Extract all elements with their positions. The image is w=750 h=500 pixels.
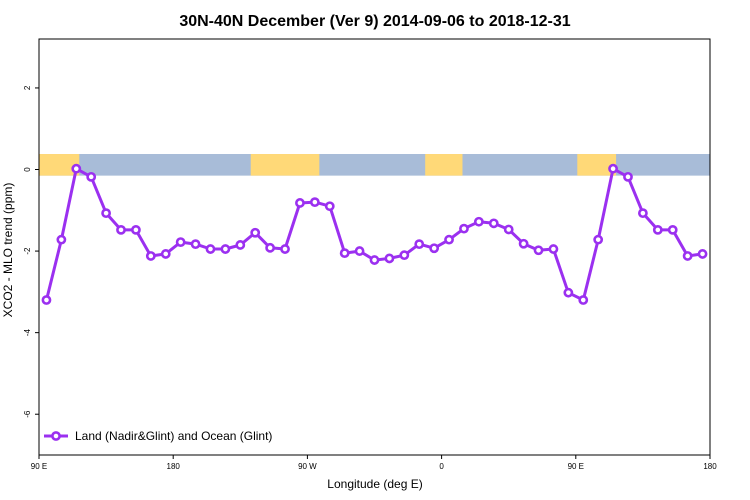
data-point bbox=[369, 255, 380, 265]
data-point bbox=[518, 238, 529, 249]
data-point bbox=[429, 243, 440, 254]
data-point bbox=[384, 253, 395, 264]
x-axis: 90 E 180 90 W 0 90 E 180 bbox=[31, 455, 717, 471]
data-point bbox=[533, 245, 544, 256]
x-tick-label: 90 E bbox=[31, 462, 47, 471]
data-point bbox=[459, 223, 469, 234]
data-point bbox=[697, 249, 708, 259]
map-strip-land-0 bbox=[39, 154, 80, 176]
data-point bbox=[56, 234, 67, 245]
data-point bbox=[309, 197, 320, 208]
y-tick-label: -2 bbox=[23, 247, 32, 255]
data-point bbox=[250, 227, 261, 238]
data-point bbox=[101, 208, 111, 219]
data-point bbox=[652, 224, 663, 235]
data-point bbox=[354, 246, 365, 256]
data-point bbox=[145, 251, 156, 261]
map-strip-land-3 bbox=[577, 154, 617, 176]
x-tick-label: 180 bbox=[703, 462, 717, 471]
data-point bbox=[324, 201, 335, 212]
data-point bbox=[280, 244, 290, 254]
y-tick-label: 0 bbox=[23, 167, 32, 172]
plot-frame bbox=[38, 38, 711, 456]
data-point bbox=[190, 239, 201, 250]
data-point bbox=[414, 239, 425, 250]
data-point bbox=[131, 224, 141, 235]
data-point bbox=[548, 244, 559, 254]
data-point bbox=[578, 295, 589, 305]
legend: Land (Nadir&Glint) and Ocean (Glint) bbox=[44, 429, 272, 443]
x-tick-label: 180 bbox=[167, 462, 181, 471]
data-point bbox=[488, 218, 499, 229]
chart-title: 30N-40N December (Ver 9) 2014-09-06 to 2… bbox=[179, 13, 570, 30]
legend-marker-swatch bbox=[51, 431, 61, 441]
data-point bbox=[116, 224, 126, 235]
data-point bbox=[205, 244, 216, 254]
x-tick-label: 90 W bbox=[298, 462, 317, 471]
data-point bbox=[295, 198, 305, 208]
legend-label: Land (Nadir&Glint) and Ocean (Glint) bbox=[75, 429, 272, 443]
data-point bbox=[623, 171, 633, 182]
series-layer bbox=[41, 163, 708, 305]
data-point bbox=[265, 242, 276, 253]
y-tick-label: -6 bbox=[23, 410, 32, 418]
data-point bbox=[563, 287, 574, 298]
x-axis-label: Longitude (deg E) bbox=[327, 477, 422, 491]
series-line-0 bbox=[45, 167, 703, 302]
data-point bbox=[638, 208, 648, 219]
data-point bbox=[220, 244, 231, 254]
y-tick-label: -4 bbox=[23, 329, 32, 337]
map-strip bbox=[39, 154, 710, 176]
y-axis: 2 0 -2 -4 -6 bbox=[23, 85, 39, 418]
data-point bbox=[667, 224, 678, 235]
data-point bbox=[160, 249, 171, 259]
data-point bbox=[593, 234, 604, 245]
map-strip-land-1 bbox=[250, 154, 320, 176]
data-point bbox=[235, 240, 246, 250]
y-tick-label: 2 bbox=[23, 85, 32, 90]
data-point bbox=[175, 237, 186, 248]
data-point bbox=[444, 234, 454, 245]
x-tick-label: 90 E bbox=[568, 462, 584, 471]
data-point bbox=[41, 295, 52, 305]
data-point bbox=[682, 251, 693, 261]
data-point bbox=[71, 163, 82, 174]
x-tick-label: 0 bbox=[439, 462, 444, 471]
data-point bbox=[473, 216, 484, 227]
data-point bbox=[608, 163, 618, 174]
data-point bbox=[339, 248, 350, 259]
data-point bbox=[86, 171, 97, 182]
data-point bbox=[399, 250, 410, 261]
y-axis-label: XCO2 - MLO trend (ppm) bbox=[1, 183, 15, 318]
map-strip-ocean bbox=[39, 154, 710, 176]
map-strip-land-2 bbox=[425, 154, 463, 176]
data-point bbox=[503, 224, 514, 235]
